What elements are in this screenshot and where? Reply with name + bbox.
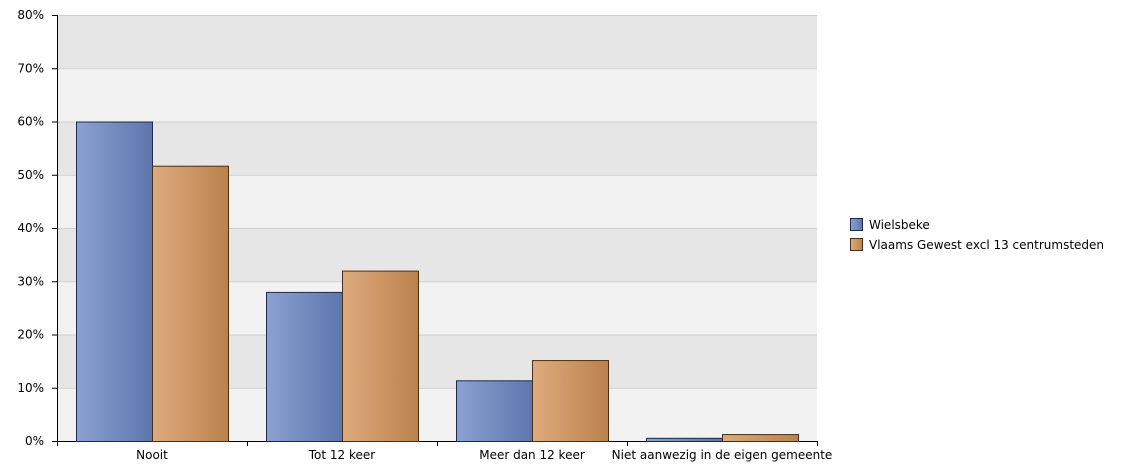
y-tick-label: 70% [17,61,44,75]
bar-wielsbeke [646,437,723,442]
y-tick-label: 10% [17,381,44,395]
y-tick-label: 80% [17,8,44,22]
y-tick-label: 30% [17,274,44,288]
bar-vlaams-gewest [152,165,229,442]
x-tick-label: Niet aanwezig in de eigen gemeente [612,448,833,462]
bar-wielsbeke [456,380,533,443]
plot-band [57,68,817,122]
bar-vlaams-gewest [532,360,609,442]
plot-band [57,15,817,69]
bars [76,121,799,443]
y-tick-label: 0% [25,434,44,448]
x-tick-label: Tot 12 keer [308,448,376,462]
y-tick-label: 50% [17,168,44,182]
axis-labels: 0% 10% 20% 30% 40% 50% 60% 70% 80% Nooit Tot 12 ke… [17,8,832,462]
y-tick-label: 60% [17,115,44,129]
bar-vlaams-gewest [722,434,799,443]
y-tick-label: 40% [17,221,44,235]
legend-swatch [850,238,863,251]
legend: Wielsbeke Vlaams Gewest excl 13 centrumst… [850,218,1104,252]
legend-swatch [850,218,863,231]
legend-label: Wielsbeke [869,218,930,232]
legend-label: Vlaams Gewest excl 13 centrumsteden [869,238,1104,252]
y-tick-label: 20% [17,328,44,342]
bar-vlaams-gewest [342,270,419,442]
x-tick-label: Nooit [136,448,168,462]
x-tick-label: Meer dan 12 keer [479,448,585,462]
bar-wielsbeke [266,291,343,442]
bar-wielsbeke [76,121,153,442]
